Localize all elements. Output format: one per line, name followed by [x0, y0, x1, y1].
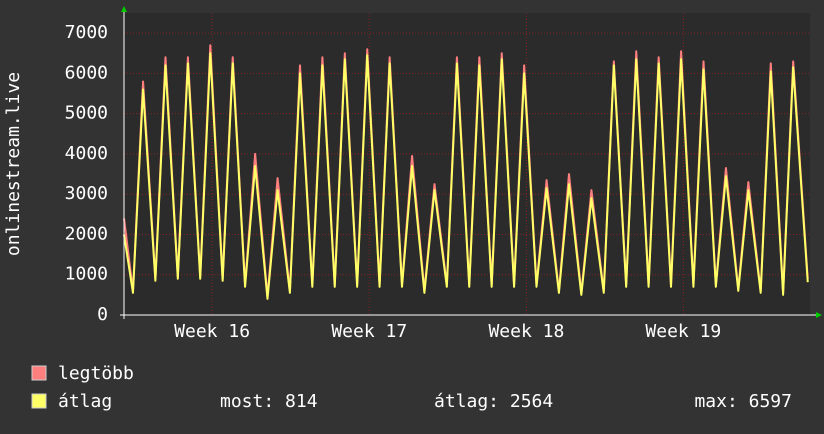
y-axis-label: onlinestream.live — [3, 72, 24, 256]
x-tick-label: Week 19 — [645, 321, 721, 342]
legend-swatch — [31, 393, 47, 409]
series-line — [123, 52, 809, 300]
y-tick-label: 4000 — [65, 143, 108, 164]
y-tick-label: 7000 — [65, 22, 108, 43]
y-tick-label: 5000 — [65, 103, 108, 124]
y-axis-arrow — [121, 6, 127, 12]
y-tick-label: 1000 — [65, 264, 108, 285]
stat-max: max: 6597 — [694, 391, 792, 412]
stat-avg: átlag: 2564 — [434, 391, 553, 412]
x-tick-label: Week 16 — [174, 321, 250, 342]
y-tick-label: 2000 — [65, 223, 108, 244]
y-tick-label: 3000 — [65, 183, 108, 204]
y-tick-label: 6000 — [65, 62, 108, 83]
legend-swatch — [31, 365, 47, 381]
y-tick-label: 0 — [97, 304, 108, 325]
x-tick-label: Week 18 — [488, 321, 564, 342]
x-tick-label: Week 17 — [331, 321, 407, 342]
legend-label: átlag — [58, 391, 112, 412]
stat-now: most: 814 — [220, 391, 318, 412]
legend-label: legtöbb — [58, 363, 134, 384]
x-axis-arrow — [816, 312, 822, 318]
